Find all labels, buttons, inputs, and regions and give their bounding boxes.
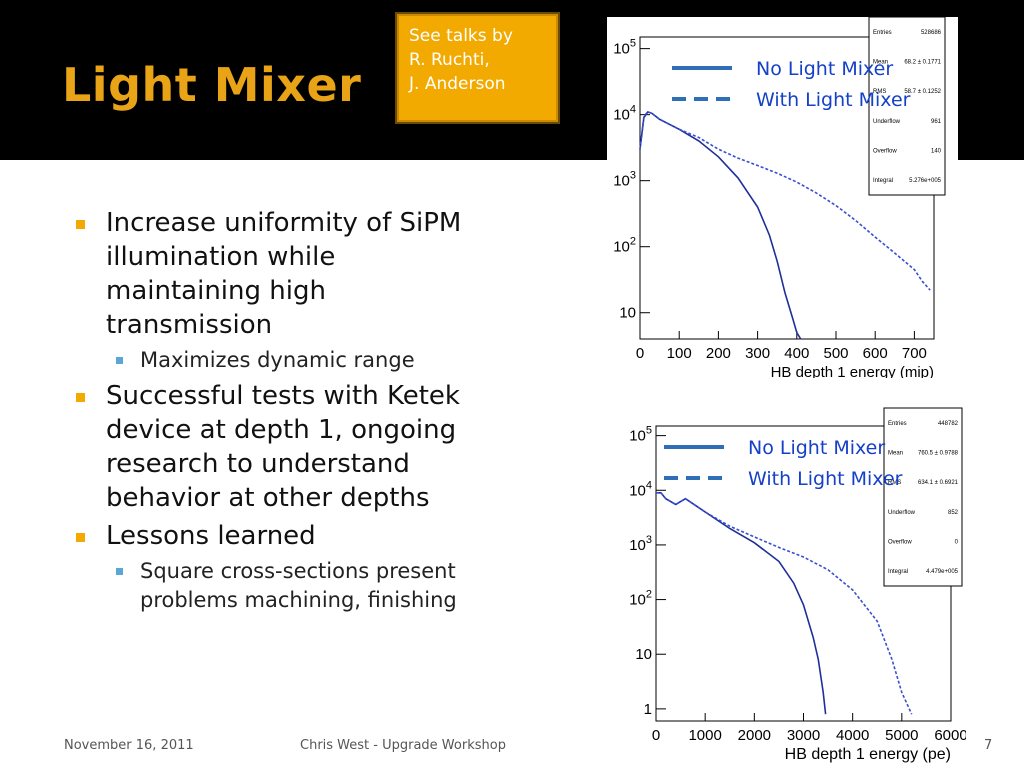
stats-value: 5.276e+005 (909, 178, 942, 184)
y-tick-label: 1 (644, 701, 652, 718)
histogram-plot-pe: 0 1000 2000 3000 4000 5000 6000 1 10 102 103 104 105… (608, 406, 968, 768)
histogram-svg-pe: 0 1000 2000 3000 4000 5000 6000 1 10 102 103 104 105… (629, 407, 968, 763)
bullet-list: Increase uniformity of SiPM illumination… (72, 206, 462, 619)
x-tick-label: 5000 (885, 727, 918, 744)
x-tick-label: 4000 (836, 727, 869, 744)
stats-label: RMS (873, 89, 886, 95)
x-tick-label: 0 (636, 345, 644, 362)
series-line (656, 492, 913, 715)
stats-label: Overflow (873, 149, 897, 155)
stats-value: 448782 (938, 421, 959, 427)
stats-value: 961 (931, 119, 942, 125)
y-tick-label: 103 (613, 170, 636, 190)
y-tick-label: 103 (629, 534, 652, 554)
x-tick-label: 1000 (688, 727, 721, 744)
x-axis-label: HB depth 1 energy (pe) (785, 746, 951, 763)
footer-page-number: 7 (984, 738, 993, 753)
x-tick-label: 700 (902, 345, 927, 362)
stats-label: Mean (873, 60, 888, 66)
stats-label: Overflow (888, 540, 912, 546)
bullet-item: Increase uniformity of SiPM illumination… (72, 206, 462, 342)
footer-date: November 16, 2011 (64, 738, 194, 753)
x-tick-label: 0 (652, 727, 660, 744)
stats-value: 58.7 ± 0.1252 (904, 89, 941, 95)
y-tick-label: 105 (613, 38, 636, 58)
x-tick-label: 600 (863, 345, 888, 362)
sub-bullet-item: Maximizes dynamic range (72, 346, 462, 375)
legend-label: With Light Mixer (748, 468, 903, 490)
x-tick-label: 300 (745, 345, 770, 362)
stats-value: 852 (948, 510, 959, 516)
y-tick-label: 102 (613, 236, 636, 256)
stats-label: Entries (873, 30, 892, 36)
stats-value: 4.479e+005 (926, 569, 959, 575)
stats-label: Integral (873, 178, 893, 184)
sub-bullet-item: Square cross-sections present problems m… (72, 557, 462, 615)
bullet-item: Successful tests with Ketek device at de… (72, 379, 462, 515)
stats-value: 634.1 ± 0.6921 (918, 480, 959, 486)
y-tick-label: 102 (629, 589, 652, 609)
note-line: J. Anderson (409, 74, 506, 94)
bullet-item: Lessons learned (72, 519, 462, 553)
legend-label: With Light Mixer (756, 89, 911, 111)
y-tick-label: 104 (629, 479, 652, 499)
stats-label: Entries (888, 421, 907, 427)
stats-value: 528686 (921, 30, 942, 36)
y-tick-label: 10 (619, 305, 636, 322)
legend-label: No Light Mixer (748, 437, 885, 459)
x-tick-label: 6000 (934, 727, 966, 744)
note-line: R. Ruchti, (409, 50, 490, 70)
reference-note-box: See talks by R. Ruchti, J. Anderson (397, 14, 558, 122)
stats-value: 140 (931, 149, 942, 155)
y-tick-label: 10 (635, 646, 652, 663)
x-tick-label: 3000 (787, 727, 820, 744)
x-axis-label: HB depth 1 energy (mip) (771, 364, 934, 378)
stats-value: 0 (955, 540, 959, 546)
x-tick-label: 500 (823, 345, 848, 362)
stats-label: Integral (888, 569, 908, 575)
stats-label: Underflow (888, 510, 916, 516)
x-tick-label: 200 (706, 345, 731, 362)
x-tick-label: 100 (667, 345, 692, 362)
series-line (639, 110, 931, 291)
stats-label: Mean (888, 451, 903, 457)
histogram-plot-mip: 0 100 200 300 400 500 600 700 10 102 103 104 105 HB d… (607, 16, 958, 381)
x-tick-label: 2000 (738, 727, 771, 744)
y-tick-label: 105 (629, 425, 652, 445)
note-line: See talks by (409, 26, 513, 46)
legend-label: No Light Mixer (756, 58, 893, 80)
slide-title: Light Mixer (62, 58, 362, 112)
footer-talk-title: Chris West - Upgrade Workshop (300, 738, 506, 753)
x-tick-label: 400 (784, 345, 809, 362)
y-tick-label: 104 (613, 104, 636, 124)
stats-box (868, 16, 946, 196)
stats-value: 760.5 ± 0.9788 (918, 451, 959, 457)
stats-label: RMS (888, 480, 901, 486)
stats-box (883, 407, 963, 587)
histogram-svg-mip: 0 100 200 300 400 500 600 700 10 102 103 104 105 HB d… (613, 16, 946, 381)
stats-label: Underflow (873, 119, 901, 125)
stats-value: 68.2 ± 0.1771 (904, 60, 941, 66)
